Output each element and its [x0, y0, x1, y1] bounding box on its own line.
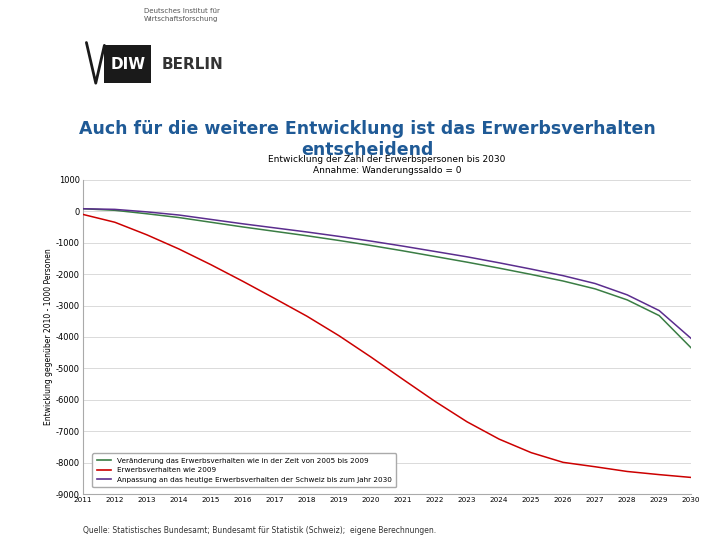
Text: DIW: DIW: [111, 57, 145, 72]
FancyBboxPatch shape: [104, 45, 151, 83]
Y-axis label: Entwicklung gegenüber 2010 - 1000 Personen: Entwicklung gegenüber 2010 - 1000 Person…: [44, 248, 53, 426]
Legend: Veränderung das Erwerbsverhalten wie in der Zeit von 2005 bis 2009, Erwerbsverha: Veränderung das Erwerbsverhalten wie in …: [92, 453, 396, 487]
Title: Entwicklung der Zahl der Erwerbspersonen bis 2030
Annahme: Wanderungssaldo = 0: Entwicklung der Zahl der Erwerbspersonen…: [269, 156, 505, 175]
Text: Auch für die weitere Entwicklung ist das Erwerbsverhalten
entscheidend: Auch für die weitere Entwicklung ist das…: [78, 120, 656, 159]
Text: BERLIN: BERLIN: [162, 57, 224, 72]
Text: Quelle: Statistisches Bundesamt; Bundesamt für Statistik (Schweiz);  eigene Bere: Quelle: Statistisches Bundesamt; Bundesa…: [83, 525, 436, 535]
Text: Deutsches Institut für
Wirtschaftsforschung: Deutsches Institut für Wirtschaftsforsch…: [144, 8, 220, 22]
